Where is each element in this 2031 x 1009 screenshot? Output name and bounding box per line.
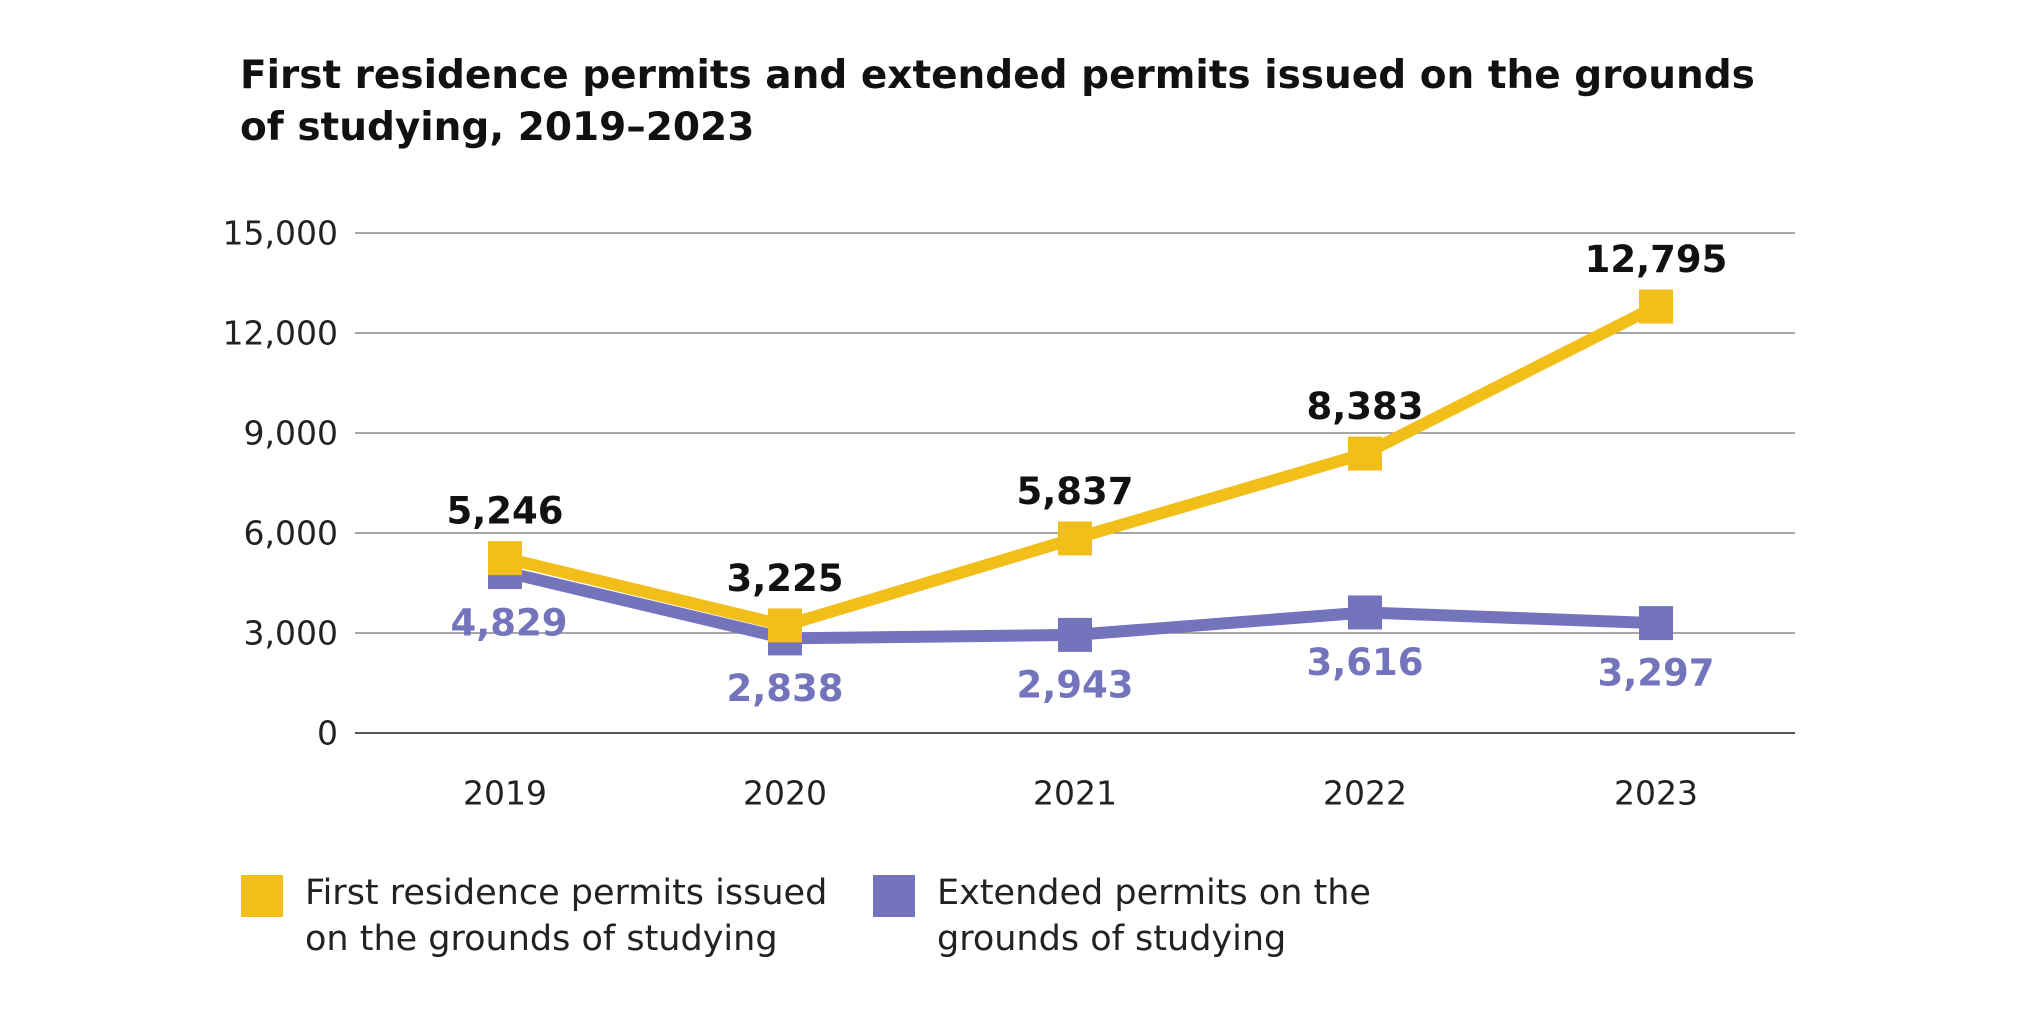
x-axis-ticks: 2019 2020 2021 2022 2023: [463, 774, 1698, 813]
series-line-first-residence-permits: [503, 301, 1659, 632]
marker-first-residence-permits: [1639, 289, 1673, 324]
x-tick-label: 2019: [463, 774, 547, 813]
data-label-first-residence-permits: 8,383: [1306, 385, 1423, 428]
marker-first-residence-permits: [768, 608, 802, 643]
marker-extended-permits: [1639, 606, 1673, 641]
x-tick-label: 2023: [1614, 774, 1698, 813]
y-tick-label: 12,000: [223, 314, 338, 353]
legend-item-extended-permits: Extended permits on the grounds of study…: [873, 870, 1457, 962]
series-markers: [488, 289, 1673, 656]
y-tick-label: 3,000: [244, 614, 338, 653]
data-label-extended-permits: 4,829: [450, 602, 567, 645]
data-label-extended-permits: 2,943: [1016, 663, 1133, 706]
y-tick-label: 6,000: [244, 514, 338, 553]
y-tick-label: 15,000: [223, 214, 338, 253]
data-label-extended-permits: 3,297: [1597, 652, 1714, 695]
marker-first-residence-permits: [488, 541, 522, 576]
marker-first-residence-permits: [1348, 436, 1382, 471]
marker-extended-permits: [1348, 595, 1382, 630]
data-label-first-residence-permits: 12,795: [1585, 238, 1728, 281]
legend-label-first-residence-permits: First residence permits issued on the gr…: [305, 873, 828, 959]
y-tick-label: 9,000: [244, 414, 338, 453]
legend-swatch-extended-permits: [873, 875, 915, 917]
x-tick-label: 2021: [1033, 774, 1117, 813]
legend-label-extended-permits: Extended permits on the grounds of study…: [937, 873, 1371, 959]
legend-swatch-first-residence-permits: [241, 875, 283, 917]
legend-item-first-residence-permits: First residence permits issued on the gr…: [241, 870, 865, 962]
marker-first-residence-permits: [1058, 521, 1092, 556]
chart-title: First residence permits and extended per…: [240, 53, 1755, 150]
data-label-extended-permits: 3,616: [1306, 641, 1423, 684]
data-label-first-residence-permits: 3,225: [726, 557, 843, 600]
data-label-first-residence-permits: 5,246: [446, 490, 563, 533]
marker-extended-permits: [1058, 617, 1092, 652]
data-label-first-residence-permits: 5,837: [1016, 470, 1133, 513]
y-tick-label: 0: [317, 714, 338, 753]
data-label-extended-permits: 2,838: [726, 667, 843, 710]
x-tick-label: 2020: [743, 774, 827, 813]
y-axis-ticks: 0 3,000 6,000 9,000 12,000 15,000: [223, 214, 338, 753]
data-labels: 5,246 3,225 5,837 8,383 12,795 4,829 2,838 2,94…: [446, 238, 1727, 710]
x-tick-label: 2022: [1323, 774, 1407, 813]
